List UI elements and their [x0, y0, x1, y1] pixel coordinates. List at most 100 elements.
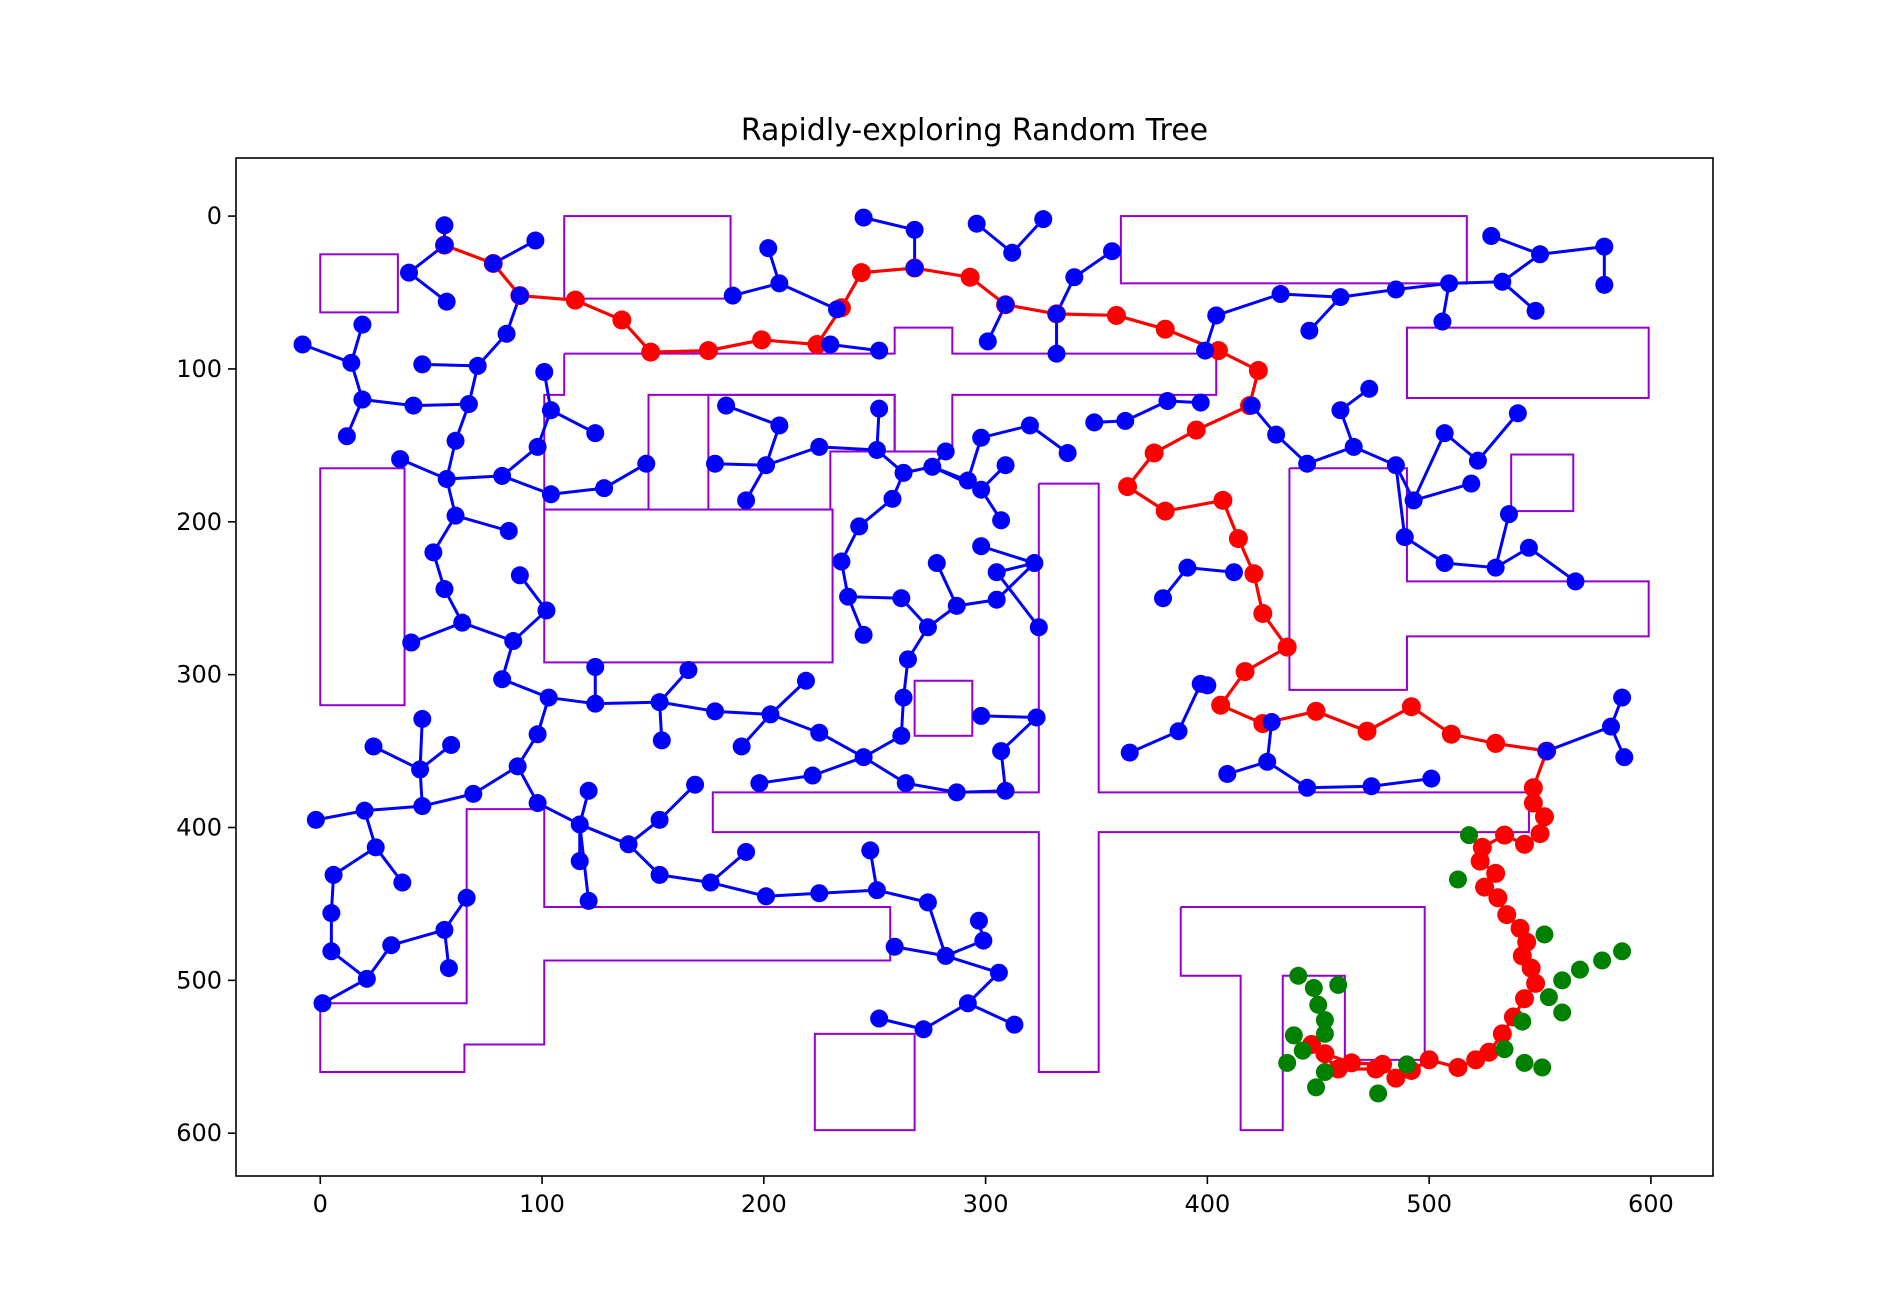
tree-node: [357, 969, 376, 988]
tree-node: [404, 396, 423, 415]
tree-node: [353, 390, 372, 409]
path-node: [612, 310, 632, 330]
goal-tree-node: [1315, 1011, 1334, 1030]
goal-tree-node: [1329, 975, 1348, 994]
tree-node: [1462, 474, 1481, 493]
tree-node: [1404, 491, 1423, 510]
tree-node: [353, 315, 372, 334]
path-node: [1401, 697, 1421, 717]
tree-node: [1519, 538, 1538, 557]
tree-node: [1005, 1015, 1024, 1034]
goal-tree-node: [1460, 826, 1479, 845]
tree-node: [978, 332, 997, 351]
tree-node: [1169, 722, 1188, 741]
path-node: [1277, 637, 1297, 657]
path-node: [1186, 420, 1206, 440]
tree-node: [870, 1009, 889, 1028]
path-node: [1488, 888, 1508, 908]
tree-edge: [1215, 292, 1282, 317]
tree-edge: [413, 402, 469, 408]
tree-node: [927, 554, 946, 573]
tree-node: [828, 300, 847, 319]
obstacle: [1405, 326, 1650, 399]
obstacle: [711, 482, 1530, 1074]
tree-node: [364, 737, 383, 756]
obstacle: [1510, 453, 1575, 513]
tree-node: [382, 936, 401, 955]
goal-tree-node: [1304, 978, 1323, 997]
tree-node: [914, 1020, 933, 1039]
tree-node: [870, 399, 889, 418]
path-node: [1106, 305, 1126, 325]
tree-node: [586, 424, 605, 443]
tree-node: [1047, 344, 1066, 363]
tree-node: [892, 726, 911, 745]
tree-node: [1613, 688, 1632, 707]
obstacle: [563, 215, 732, 300]
tree-node: [854, 208, 873, 227]
tree-node: [366, 838, 385, 857]
tree-node: [1271, 285, 1290, 304]
tree-node: [435, 920, 454, 939]
tree-node: [393, 873, 412, 892]
tree-node: [1047, 304, 1066, 323]
tree-edge: [659, 700, 716, 713]
tree-node: [526, 231, 545, 250]
tree-node: [399, 263, 418, 282]
path-node: [1253, 604, 1273, 624]
tree-node: [885, 937, 904, 956]
tree-edge: [926, 901, 948, 957]
tree-node: [1422, 769, 1441, 788]
tree-node: [528, 725, 547, 744]
tree-node: [1440, 274, 1459, 293]
path-node: [1492, 1024, 1512, 1044]
tree-node: [1433, 312, 1452, 331]
tree-node: [996, 781, 1015, 800]
tree-node: [1595, 237, 1614, 256]
tree-node: [972, 480, 991, 499]
tree-node: [1027, 708, 1046, 727]
tree-node: [967, 214, 986, 233]
path-node: [565, 290, 585, 310]
tree-node-layer: [293, 208, 1634, 1039]
tree-node: [1120, 743, 1139, 762]
tree-node: [637, 454, 656, 473]
tree-node: [435, 580, 454, 599]
path-node: [1497, 905, 1517, 925]
tree-edge: [446, 474, 503, 481]
tree-node: [854, 625, 873, 644]
tree-node: [541, 401, 560, 420]
tree-node: [1116, 411, 1135, 430]
tree-node: [974, 931, 993, 950]
tree-edge: [1413, 482, 1472, 502]
path-node: [698, 341, 718, 361]
tree-node: [796, 671, 815, 690]
tree-node: [293, 335, 312, 354]
tree-edge: [455, 514, 510, 533]
tree-node: [750, 774, 769, 793]
tree-node: [437, 469, 456, 488]
tree-edge: [981, 714, 1037, 719]
goal-tree-node: [1315, 1063, 1334, 1082]
tree-node: [972, 706, 991, 725]
tree-node: [701, 873, 720, 892]
path-node: [851, 263, 871, 283]
tree-node: [442, 735, 461, 754]
path-node: [1144, 443, 1164, 463]
tree-node: [850, 517, 869, 536]
tree-node: [810, 884, 829, 903]
tree-node: [324, 865, 343, 884]
path-node: [1357, 721, 1377, 741]
goal-tree-node: [1278, 1053, 1297, 1072]
tree-node: [570, 852, 589, 871]
path-node: [1475, 877, 1495, 897]
tree-edge: [778, 281, 838, 311]
obstacle: [319, 808, 892, 1074]
goal-tree-node: [1533, 1058, 1552, 1077]
tree-edge: [1412, 432, 1447, 502]
goal-tree-node: [1315, 1024, 1334, 1043]
tree-node: [468, 356, 487, 375]
tree-node: [854, 748, 873, 767]
tree-node: [679, 661, 698, 680]
path-node: [807, 334, 827, 354]
